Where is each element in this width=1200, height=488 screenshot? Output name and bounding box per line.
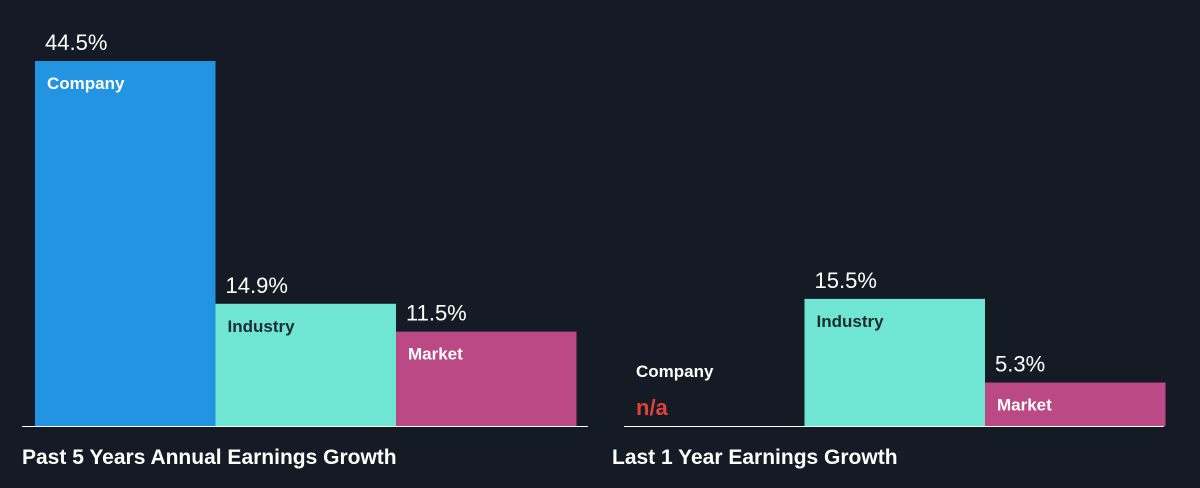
value-label-market: 11.5% [406, 301, 467, 326]
category-label-company: Company [636, 362, 714, 381]
panel-title: Last 1 Year Earnings Growth [612, 446, 898, 469]
value-label-industry: 15.5% [815, 268, 877, 293]
value-label-company: n/a [636, 395, 669, 420]
bar-industry [804, 298, 985, 426]
bar-company [35, 61, 216, 426]
bar-industry [215, 303, 396, 426]
value-label-market: 5.3% [995, 352, 1045, 377]
bar-market [985, 382, 1166, 426]
panel-last-1-year: Company n/a 15.5% Industry 5.3% Market Last 1 … [612, 268, 1166, 469]
category-label-industry: Industry [228, 317, 296, 336]
category-label-industry: Industry [817, 312, 885, 331]
bar-market [396, 331, 577, 426]
value-label-industry: 14.9% [226, 273, 288, 298]
category-label-market: Market [408, 345, 463, 364]
category-label-company: Company [47, 74, 125, 93]
panel-title: Past 5 Years Annual Earnings Growth [22, 446, 397, 469]
panel-past-5-years: 44.5% Company 14.9% Industry 11.5% Market Past… [22, 30, 588, 469]
category-label-market: Market [997, 396, 1052, 415]
value-label-company: 44.5% [45, 30, 107, 55]
